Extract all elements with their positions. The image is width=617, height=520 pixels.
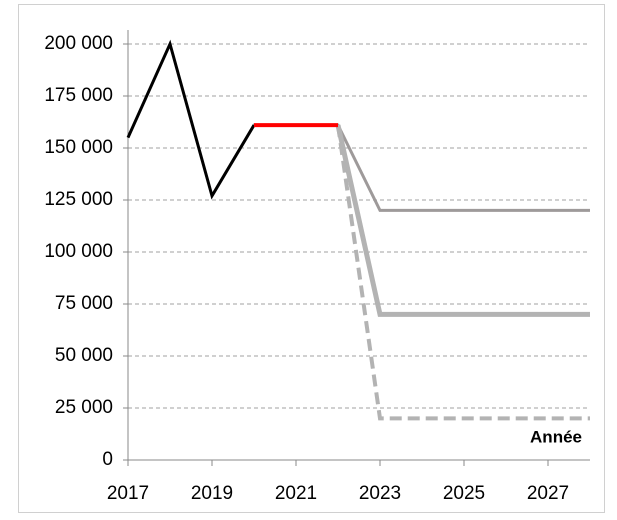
x-tick-label: 2023 (359, 483, 401, 504)
y-tick-label: 100 000 (44, 241, 113, 262)
x-axis-label: Année (530, 427, 582, 446)
y-tick-label: 75 000 (55, 293, 113, 314)
x-tick-label: 2025 (443, 483, 485, 504)
chart-frame (18, 4, 605, 513)
x-tick-label: 2019 (191, 483, 233, 504)
y-tick-label: 25 000 (55, 397, 113, 418)
series-line (335, 124, 590, 317)
x-tick-label: 2017 (107, 483, 149, 504)
x-tick-label: 2021 (275, 483, 317, 504)
series-line (126, 39, 256, 200)
x-tick-label: 2027 (527, 483, 569, 504)
y-tick-label: 150 000 (44, 137, 113, 158)
y-tick-label: 175 000 (44, 85, 113, 106)
y-tick-label: 125 000 (44, 189, 113, 210)
y-tick-label: 200 000 (44, 33, 113, 54)
series-line (210, 123, 590, 212)
series-line (336, 124, 590, 421)
y-tick-label: 50 000 (55, 345, 113, 366)
y-tick-label: 0 (102, 449, 113, 470)
